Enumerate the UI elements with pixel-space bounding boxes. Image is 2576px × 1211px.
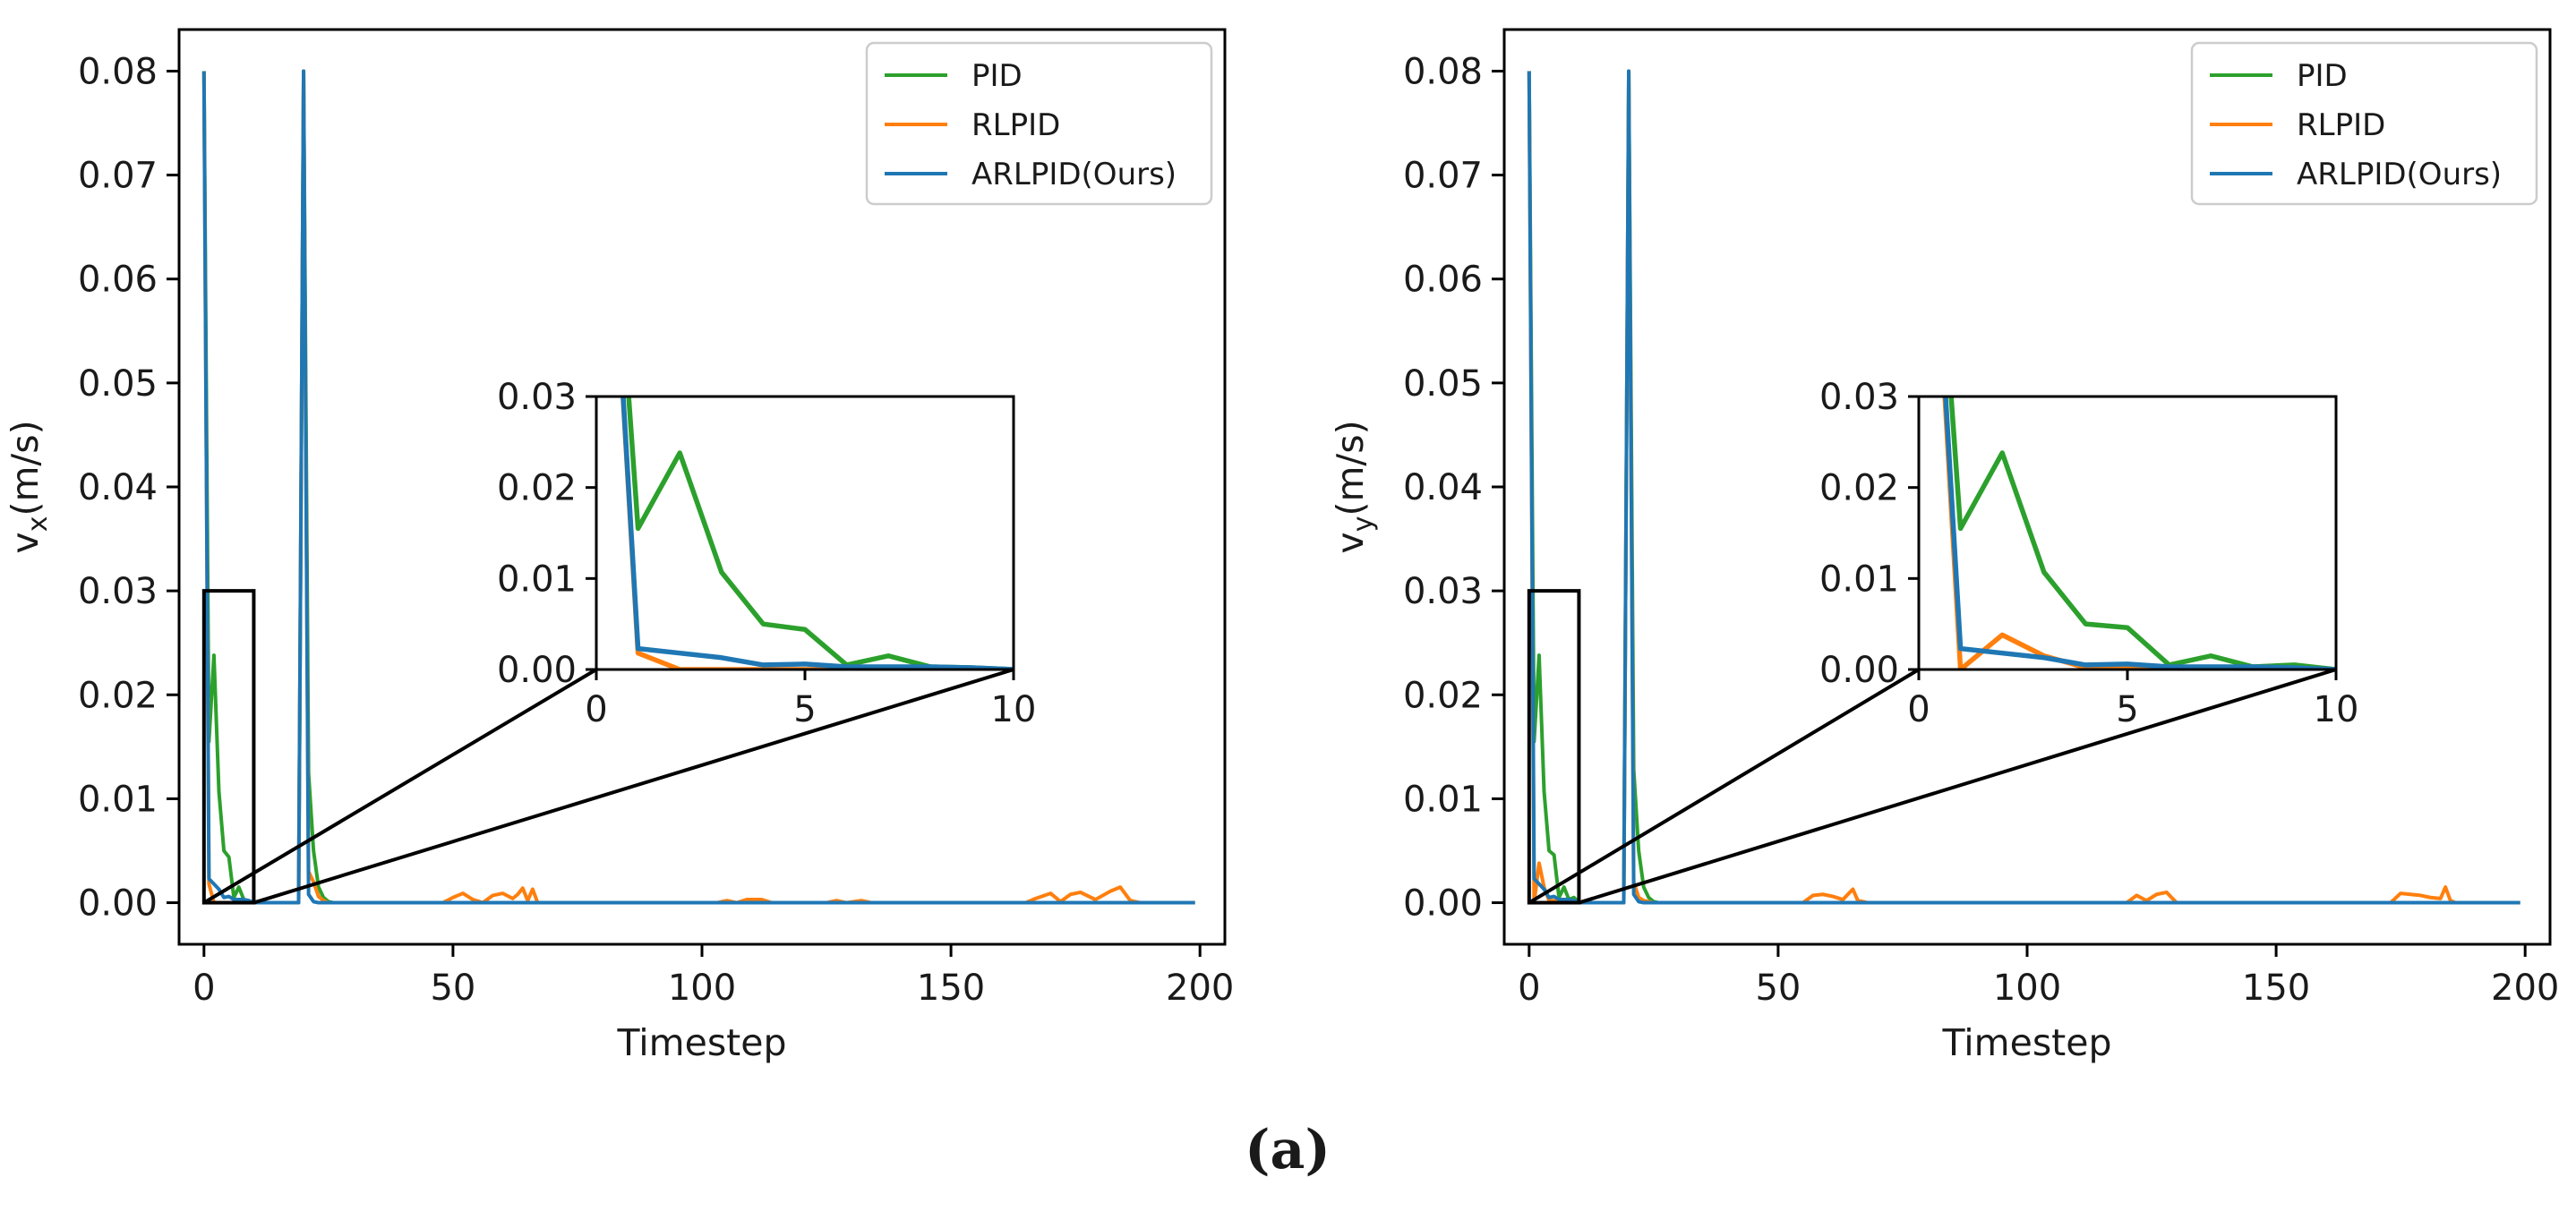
figure-caption: (a) (1245, 1119, 1331, 1181)
inset-x-tick-label: 0 (585, 689, 607, 730)
y-tick-label: 0.04 (78, 467, 158, 508)
y-axis-label: vx(m/s) (4, 420, 54, 553)
legend-label: PID (971, 58, 1023, 94)
y-axis-label-unit: (m/s) (1329, 420, 1372, 516)
x-tick-label: 0 (193, 968, 215, 1009)
inset-series-group (620, 397, 1014, 669)
y-tick-label: 0.03 (1403, 571, 1483, 612)
inset-y-tick-label: 0.00 (1819, 650, 1899, 691)
inset-x-tick-label: 5 (2116, 689, 2138, 730)
inset-series-line-rlpid (620, 397, 1014, 669)
x-tick-label: 150 (917, 968, 985, 1009)
x-tick-label: 0 (1518, 968, 1540, 1009)
series-line-arlpid-ours (201, 69, 1195, 905)
inset-series-line-arlpid-ours (620, 397, 1014, 669)
x-tick-label: 150 (2242, 968, 2310, 1009)
x-tick-label: 100 (1993, 968, 2061, 1009)
legend-label: ARLPID(Ours) (2297, 157, 2502, 192)
legend: PID RLPID ARLPID(Ours) (865, 41, 1213, 206)
inset-y-tick-label: 0.00 (497, 650, 577, 691)
zoom-connector-line (1528, 668, 1921, 905)
axes-frame (177, 28, 1227, 946)
legend-label: RLPID (971, 107, 1060, 143)
y-axis-label: vy(m/s) (1329, 420, 1379, 553)
x-tick-label: 50 (430, 968, 475, 1009)
y-tick-label: 0.06 (78, 260, 158, 301)
x-tick-label: 200 (1166, 968, 1234, 1009)
series-line-arlpid-ours (1527, 69, 2520, 905)
x-tick-label: 200 (2491, 968, 2559, 1009)
y-axis-label-main: v (1329, 532, 1372, 553)
y-tick-label: 0.08 (78, 51, 158, 92)
inset-x-tick-label: 10 (2314, 689, 2359, 730)
legend-label: ARLPID(Ours) (971, 157, 1177, 192)
legend-box (865, 41, 1213, 206)
y-tick-label: 0.05 (78, 363, 158, 405)
legend-label: PID (2297, 58, 2348, 94)
y-tick-label: 0.03 (78, 571, 158, 612)
y-tick-label: 0.06 (1403, 260, 1483, 301)
zoom-connector-line (202, 668, 598, 905)
inset-background (596, 397, 1014, 669)
inset-y-tick-label: 0.01 (497, 559, 577, 600)
zoom-connector-line (252, 668, 1014, 905)
y-tick-label: 0.01 (78, 779, 158, 820)
chart-vx-panel: 0 50 100 150 2000.000.010.020.030.040.050.06… (4, 28, 1234, 1064)
inset-y-tick-label: 0.02 (1819, 468, 1899, 509)
y-axis-label-sub: y (1348, 516, 1379, 533)
y-axis-label-unit: (m/s) (4, 420, 47, 516)
y-tick-label: 0.04 (1403, 467, 1483, 508)
y-tick-label: 0.05 (1403, 363, 1483, 405)
y-tick-label: 0.07 (1403, 156, 1483, 197)
y-tick-label: 0.00 (1403, 883, 1483, 925)
zoom-rectangle (201, 589, 256, 905)
x-axis-label: Timestep (616, 1021, 786, 1064)
inset-y-tick-label: 0.01 (1819, 559, 1899, 600)
inset-y-tick-label: 0.03 (497, 377, 577, 418)
x-tick-label: 100 (668, 968, 736, 1009)
inset-x-tick-label: 5 (793, 689, 816, 730)
y-axis-label-sub: x (22, 516, 54, 533)
y-tick-label: 0.01 (1403, 779, 1483, 820)
legend-label: RLPID (2297, 107, 2385, 143)
y-axis-label-main: v (4, 532, 47, 553)
zoom-connector-line (1578, 668, 2337, 905)
legend: PID RLPID ARLPID(Ours) (2190, 41, 2538, 206)
inset-y-tick-label: 0.03 (1819, 377, 1899, 418)
y-tick-label: 0.02 (78, 675, 158, 716)
x-tick-label: 50 (1755, 968, 1801, 1009)
axes-frame (1502, 28, 2552, 946)
y-tick-label: 0.08 (1403, 51, 1483, 92)
x-axis-label: Timestep (1941, 1021, 2111, 1064)
zoom-rectangle (1527, 589, 1581, 905)
y-tick-label: 0.02 (1403, 675, 1483, 716)
y-tick-label: 0.00 (78, 883, 158, 925)
inset-x-tick-label: 10 (991, 689, 1037, 730)
chart-vy-panel: 0 50 100 150 2000.000.010.020.030.040.050.06… (1329, 28, 2559, 1064)
inset-background (1919, 397, 2336, 669)
inset-x-tick-label: 0 (1907, 689, 1930, 730)
legend-box (2190, 41, 2538, 206)
y-tick-label: 0.07 (78, 156, 158, 197)
inset-series-line-arlpid-ours (1943, 397, 2336, 669)
inset-y-tick-label: 0.02 (497, 468, 577, 509)
